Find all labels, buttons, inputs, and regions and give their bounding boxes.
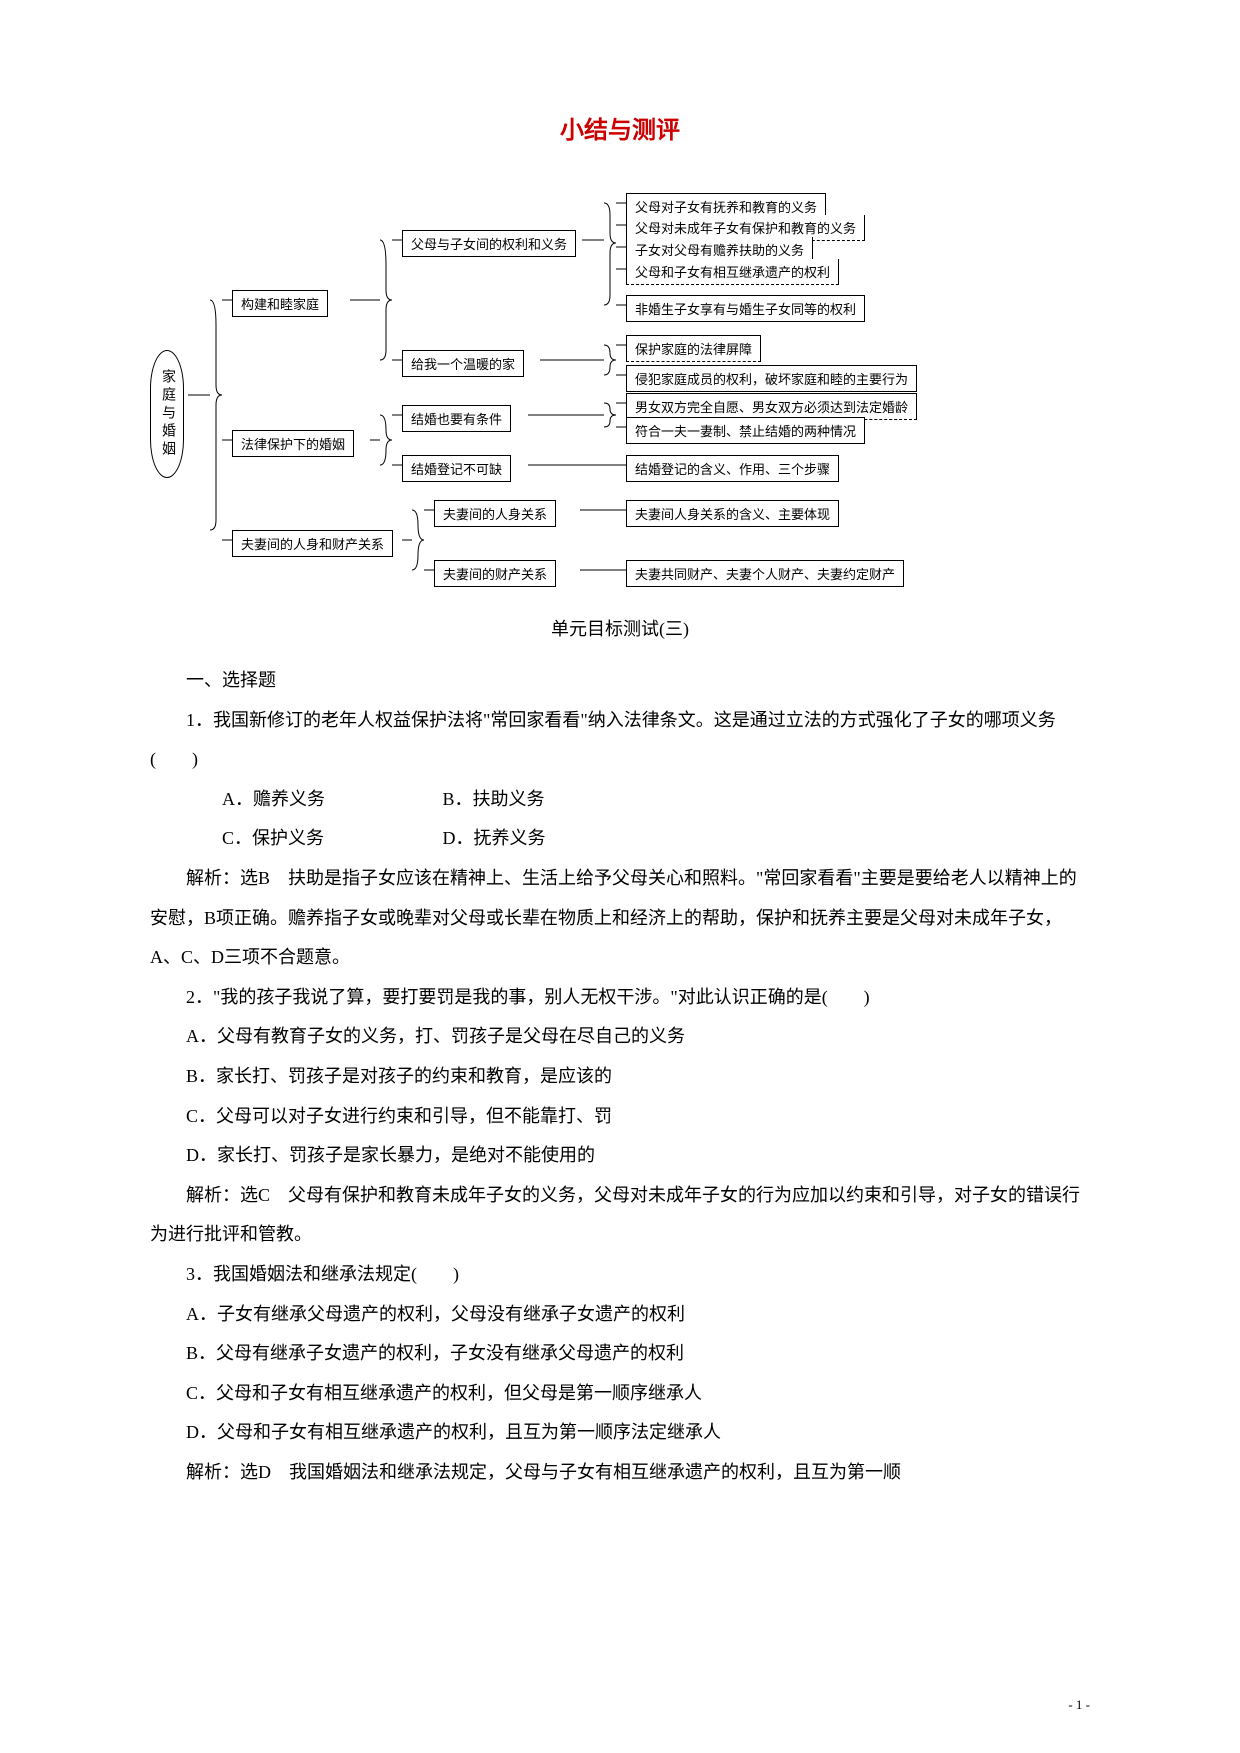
- l3-g5: 夫妻间人身关系的含义、主要体现: [626, 500, 839, 527]
- l3-g2-2: 侵犯家庭成员的权利，破坏家庭和睦的主要行为: [626, 365, 917, 392]
- q1-opt-c: C．保护义务: [186, 819, 438, 859]
- subtitle: 单元目标测试(三): [150, 615, 1090, 641]
- l2-item-4: 结婚登记不可缺: [402, 455, 511, 482]
- l3-g1-5: 非婚生子女享有与婚生子女同等的权利: [626, 295, 865, 322]
- l3-g3-1: 男女双方完全自愿、男女双方必须达到法定婚龄: [626, 393, 917, 420]
- q1-row-ab: A．赡养义务 B．扶助义务: [150, 780, 1090, 820]
- q1-opt-a: A．赡养义务: [186, 780, 438, 820]
- q3-stem: 3．我国婚姻法和继承法规定( ): [150, 1255, 1090, 1295]
- concept-diagram: 家庭与婚姻 构建和睦家庭 法律保护下的婚姻 夫妻间的人身和财产关系 父母与子女间…: [150, 195, 1090, 595]
- q1-explain: 解析：选B 扶助是指子女应该在精神上、生活上给予父母关心和照料。"常回家看看"主…: [150, 859, 1090, 978]
- page-title: 小结与测评: [150, 110, 1090, 145]
- l1-item-1: 构建和睦家庭: [232, 290, 328, 317]
- q3-opt-d: D．父母和子女有相互继承遗产的权利，且互为第一顺序法定继承人: [150, 1413, 1090, 1453]
- l2-item-1: 父母与子女间的权利和义务: [402, 230, 576, 257]
- l1-item-3: 夫妻间的人身和财产关系: [232, 530, 393, 557]
- section-header: 一、选择题: [150, 661, 1090, 701]
- q2-opt-d: D．家长打、罚孩子是家长暴力，是绝对不能使用的: [150, 1136, 1090, 1176]
- q3-opt-a: A．子女有继承父母遗产的权利，父母没有继承子女遗产的权利: [150, 1295, 1090, 1335]
- q1-row-cd: C．保护义务 D．抚养义务: [150, 819, 1090, 859]
- q2-opt-a: A．父母有教育子女的义务，打、罚孩子是父母在尽自己的义务: [150, 1017, 1090, 1057]
- page-number: - 1 -: [1068, 1697, 1090, 1713]
- l3-g3-2: 符合一夫一妻制、禁止结婚的两种情况: [626, 417, 865, 444]
- q2-opt-b: B．家长打、罚孩子是对孩子的约束和教育，是应该的: [150, 1057, 1090, 1097]
- diagram-root: 家庭与婚姻: [150, 350, 184, 478]
- l3-g1-4: 父母和子女有相互继承遗产的权利: [626, 259, 839, 285]
- l3-g6: 夫妻共同财产、夫妻个人财产、夫妻约定财产: [626, 560, 904, 587]
- q2-stem: 2．"我的孩子我说了算，要打要罚是我的事，别人无权干涉。"对此认识正确的是( ): [150, 978, 1090, 1018]
- content-body: 一、选择题 1．我国新修订的老年人权益保护法将"常回家看看"纳入法律条文。这是通…: [150, 661, 1090, 1492]
- q3-opt-b: B．父母有继承子女遗产的权利，子女没有继承父母遗产的权利: [150, 1334, 1090, 1374]
- l2-item-2: 给我一个温暖的家: [402, 350, 524, 377]
- q1-opt-b: B．扶助义务: [443, 789, 545, 809]
- l2-item-5: 夫妻间的人身关系: [434, 500, 556, 527]
- q1-stem: 1．我国新修订的老年人权益保护法将"常回家看看"纳入法律条文。这是通过立法的方式…: [150, 701, 1090, 780]
- q1-opt-d: D．抚养义务: [443, 828, 546, 848]
- q2-opt-c: C．父母可以对子女进行约束和引导，但不能靠打、罚: [150, 1097, 1090, 1137]
- l3-g2-1: 保护家庭的法律屏障: [626, 335, 761, 362]
- q2-explain: 解析：选C 父母有保护和教育未成年子女的义务，父母对未成年子女的行为应加以约束和…: [150, 1176, 1090, 1255]
- l3-g4: 结婚登记的含义、作用、三个步骤: [626, 455, 839, 482]
- l2-item-6: 夫妻间的财产关系: [434, 560, 556, 587]
- q3-explain: 解析：选D 我国婚姻法和继承法规定，父母与子女有相互继承遗产的权利，且互为第一顺: [150, 1453, 1090, 1493]
- l2-item-3: 结婚也要有条件: [402, 405, 511, 432]
- l1-item-2: 法律保护下的婚姻: [232, 430, 354, 457]
- q3-opt-c: C．父母和子女有相互继承遗产的权利，但父母是第一顺序继承人: [150, 1374, 1090, 1414]
